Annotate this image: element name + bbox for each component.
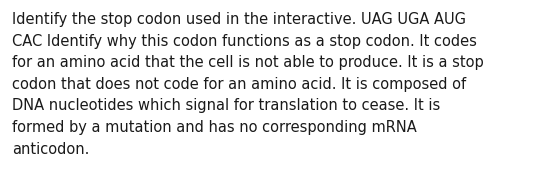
Text: Identify the stop codon used in the interactive. UAG UGA AUG
CAC Identify why th: Identify the stop codon used in the inte… <box>12 12 484 157</box>
